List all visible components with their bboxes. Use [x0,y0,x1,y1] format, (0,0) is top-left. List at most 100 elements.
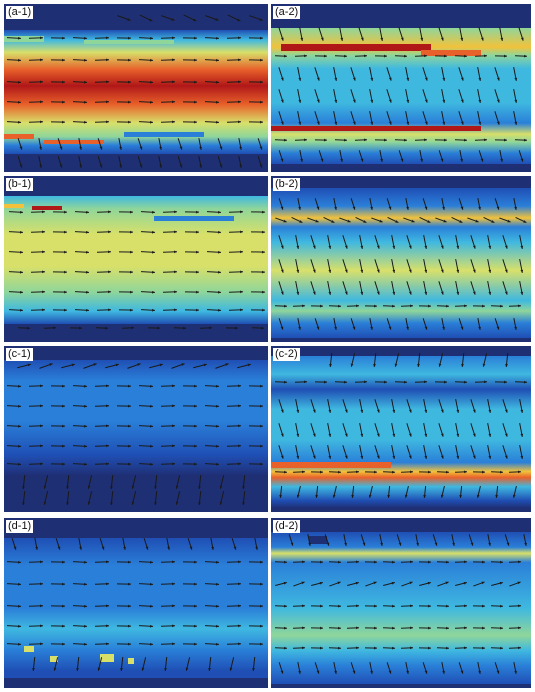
arrow-head [428,626,431,630]
arrow-head [326,542,330,546]
arrow-head [40,462,43,466]
arrow-head [240,308,243,312]
arrow-head [320,646,323,650]
arrow-head [242,501,245,505]
arrow-head [64,308,67,312]
arrow-head [410,646,413,650]
arrow-head [304,54,307,58]
arrow-head [424,245,428,249]
arrow-head [218,290,221,294]
arrow-head [328,455,332,459]
arrow-head [360,291,364,295]
arrow-head [499,581,503,585]
arrow-head [500,470,503,474]
arrow-head [18,120,21,124]
arrow-head [376,409,380,413]
arrow-head [172,80,175,84]
arrow-head [460,77,464,81]
arrow-head [172,444,175,448]
arrow-head [84,444,87,448]
arrow-head [238,404,241,408]
arrow-head [302,646,305,650]
arrow-head [106,560,109,564]
arrow-head [86,250,89,254]
arrow-head [86,308,89,312]
arrow-head [460,670,464,674]
arrow-head [514,326,517,330]
panel-label: (c-2) [273,348,300,361]
arrow-head [194,462,197,466]
arrow-head [376,291,380,295]
arrow-head [150,80,153,84]
color-field [4,538,268,678]
arrow-head [298,326,301,330]
arrow-head [464,626,467,630]
arrow-head [150,642,153,646]
arrow-head [446,604,449,608]
arrow-head [478,670,481,674]
panel-label: (a-1) [6,6,34,19]
arrow-head [500,560,503,564]
arrow-head [198,485,201,489]
arrow-head [312,455,316,459]
arrow-head [59,164,63,168]
arrow-head [62,424,65,428]
panel-label: (b-2) [273,178,301,191]
arrow-head [328,291,332,295]
arrow-head [376,455,380,459]
arrow-head [216,424,219,428]
arrow-head [460,121,464,125]
color-patch [100,654,114,662]
arrow-head [154,501,157,505]
arrow-head [461,363,464,367]
arrow-head [181,363,185,366]
arrow-head [106,642,109,646]
arrow-head [408,269,412,273]
arrow-head [174,210,177,214]
arrow-head [478,99,482,103]
arrow-head [238,80,241,84]
arrow-head [384,138,387,142]
arrow-head [478,77,482,81]
vector-field [274,198,527,330]
arrow-head [99,146,103,150]
arrow-head [472,455,476,459]
arrow-head [392,455,396,459]
arrow-head [316,670,320,674]
arrow-head [388,326,392,330]
arrow-head [520,409,524,413]
arrow-head [316,121,320,125]
color-patch [84,40,174,44]
arrow-head [64,250,67,254]
arrow-head [370,326,373,330]
arrow-head [218,250,221,254]
arrow-head [62,384,65,388]
arrow-head [152,230,155,234]
arrow-head [404,54,407,58]
arrow-head [344,380,347,384]
arrow-head [500,604,503,608]
arrow-head [259,164,263,168]
arrow-head [198,501,201,505]
arrow-head [410,304,413,308]
arrow-head [296,433,300,437]
arrow-head [424,670,428,674]
arrow-head [152,210,155,214]
arrow-head [364,54,367,58]
arrow-head [427,220,431,223]
arrow-head [86,230,89,234]
arrow-head [64,230,67,234]
arrow-head [334,77,338,81]
arrow-head [84,384,87,388]
arrow-head [18,624,21,628]
arrow-head [460,326,464,330]
arrow-head [150,560,153,564]
arrow-head [417,363,420,367]
arrow-head [360,455,364,459]
arrow-head [39,164,42,168]
arrow-head [18,100,21,104]
arrow-head [344,138,347,142]
arrow-head [87,501,91,505]
arrow-head [463,581,467,585]
arrow-head [260,444,263,448]
